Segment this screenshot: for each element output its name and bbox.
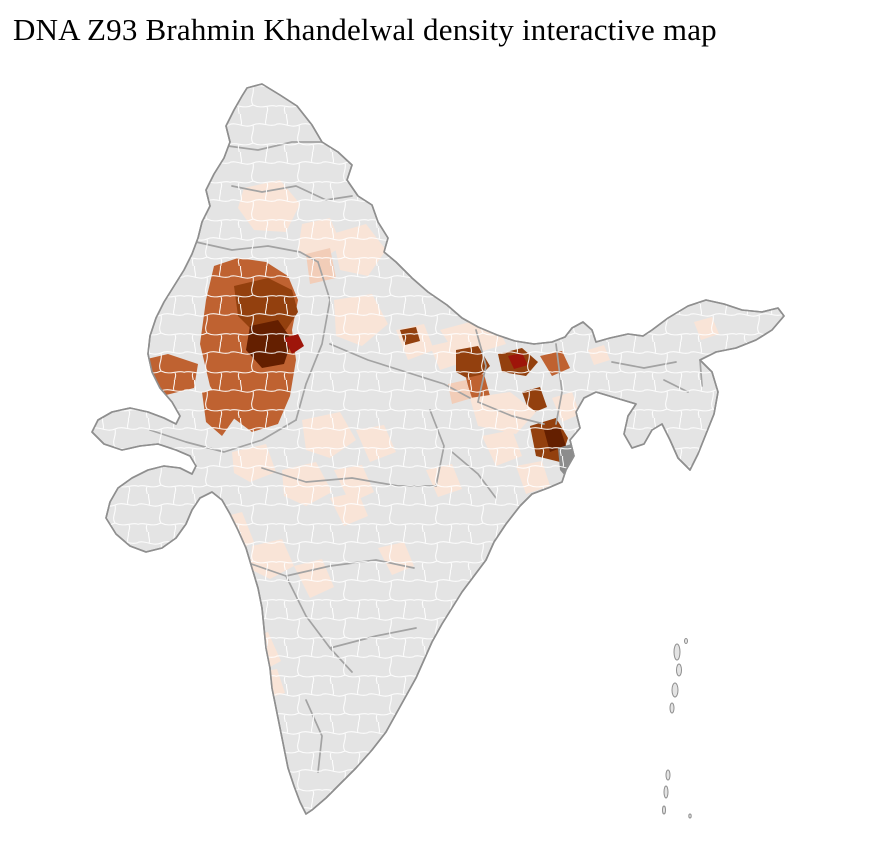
andaman-nicobar-islands[interactable] xyxy=(662,638,692,819)
national-border xyxy=(91,83,785,815)
page-title: DNA Z93 Brahmin Khandelwal density inter… xyxy=(13,12,717,47)
